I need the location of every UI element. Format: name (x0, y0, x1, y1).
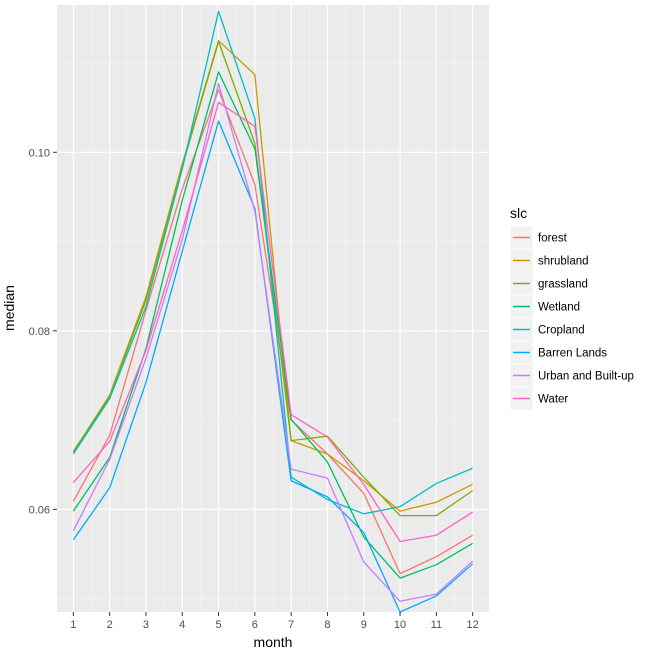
x-tick-label: 8 (324, 619, 330, 631)
legend-label-wetland: Wetland (538, 302, 580, 314)
x-tick-label: 5 (215, 619, 221, 631)
series-line-urban-and-built-up (72, 82, 474, 602)
y-tick-label: 0.08 (29, 326, 50, 338)
legend-label-cropland: Cropland (538, 325, 585, 337)
legend-label-shrubland: shrubland (538, 256, 589, 268)
legend-label-water: Water (538, 394, 568, 406)
x-tick-label: 2 (107, 619, 113, 631)
x-axis-ticks: 1 2 3 4 5 6 7 8 9 10 11 12 (70, 612, 479, 631)
series-line-shrubland (72, 40, 473, 512)
x-tick-label: 11 (431, 619, 442, 631)
legend-label-urban-and-built-up: Urban and Built-up (538, 371, 634, 383)
legend: slc forest shrubland grassland Wetland Cropl… (509, 205, 634, 411)
y-tick-label: 0.06 (29, 504, 50, 516)
legend-label-barren-lands: Barren Lands (538, 348, 607, 360)
x-tick-label: 4 (179, 619, 185, 631)
x-axis-title: month (254, 634, 293, 650)
y-axis-title: median (1, 285, 17, 331)
legend-label-grassland: grassland (538, 279, 588, 291)
x-tick-label: 7 (288, 619, 294, 631)
y-axis-ticks: 0.06 0.08 0.10 (29, 147, 57, 516)
x-tick-label: 6 (252, 619, 258, 631)
x-tick-label: 3 (143, 619, 149, 631)
y-tick-label: 0.10 (29, 147, 50, 159)
series-lines (72, 10, 474, 613)
x-tick-label: 12 (467, 619, 479, 631)
x-tick-label: 9 (361, 619, 367, 631)
series-line-water (72, 101, 474, 543)
legend-title: slc (510, 205, 527, 221)
legend-label-forest: forest (538, 233, 568, 245)
series-line-cropland (72, 10, 473, 515)
x-tick-label: 1 (70, 619, 76, 631)
x-tick-label: 10 (394, 619, 406, 631)
